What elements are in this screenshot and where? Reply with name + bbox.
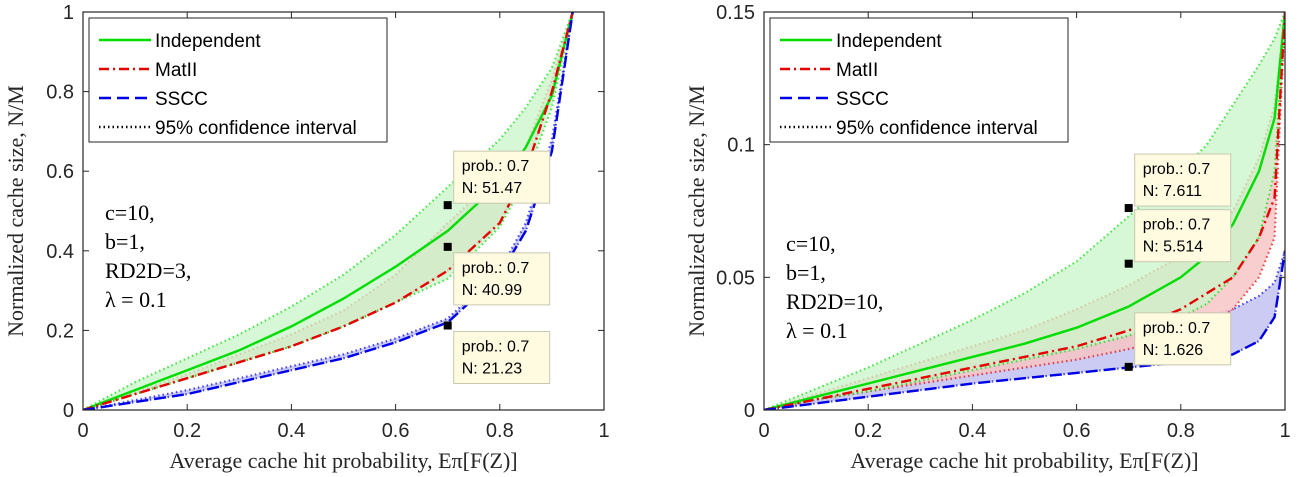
ci-line-independent-high [83, 12, 574, 410]
y-tick-label: 0.05 [716, 267, 755, 289]
annotation-line: RD2D=3, [105, 258, 191, 283]
annotation-line: λ = 0.1 [786, 318, 848, 343]
y-axis-label: Normalized cache size, N/M [3, 85, 28, 337]
legend: Independent MatII SSCC 95% confidence inter… [769, 17, 1069, 143]
x-tick-label: 0.8 [1167, 420, 1195, 442]
y-tick-label: 0.8 [46, 82, 74, 104]
y-tick-label: 0 [63, 400, 74, 422]
datatip-text: N: 5.514 [1143, 239, 1204, 256]
series-line-matii [764, 12, 1285, 410]
datatip-text: prob.: 0.7 [1143, 217, 1211, 234]
parameter-annotation: c=10, b=1, RD2D=3, λ = 0.1 [105, 200, 191, 312]
ci-line-matii-low [764, 12, 1285, 410]
legend-label: MatII [155, 60, 197, 81]
ci-band-independent [764, 12, 1285, 410]
datatip-box [1134, 209, 1232, 263]
datatip-text: prob.: 0.7 [1143, 161, 1211, 178]
y-tick-label: 0 [744, 400, 755, 422]
legend-label: 95% confidence interval [155, 118, 357, 139]
plot-area [83, 12, 574, 410]
datatip[interactable]: prob.: 0.7 N: 5.514 [1124, 209, 1232, 268]
x-tick-label: 0.8 [486, 420, 514, 442]
datatip-marker [443, 242, 452, 251]
datatip-marker [1124, 204, 1133, 213]
x-tick-label: 0.4 [277, 420, 305, 442]
y-tick-label: 0.15 [716, 2, 755, 24]
x-tick-label: 0 [758, 420, 769, 442]
legend-label: Independent [155, 31, 261, 52]
datatip-text: N: 21.23 [462, 361, 523, 378]
annotation-line: b=1, [786, 260, 826, 285]
axes-box [763, 11, 1286, 411]
legend-box [769, 17, 1069, 143]
datatip-box [453, 252, 551, 306]
datatip-marker [443, 201, 452, 210]
x-axis-label: Average cache hit probability, Eπ[F(Z)] [850, 448, 1198, 473]
legend-label: SSCC [836, 89, 889, 110]
legend: Independent MatII SSCC 95% confidence inter… [88, 17, 388, 143]
legend-label: SSCC [155, 89, 208, 110]
legend-label: MatII [836, 60, 878, 81]
datatip-box [453, 150, 551, 204]
chart-panel-2: 0 0.2 0.4 0.6 0.8 1 0 0.05 0.1 0.15 Average cache … [684, 2, 1291, 473]
x-tick-label: 0.6 [382, 420, 410, 442]
datatip-box [453, 331, 551, 385]
datatip[interactable]: prob.: 0.7 N: 21.23 [443, 321, 551, 385]
x-tick-label: 0 [77, 420, 88, 442]
ci-band-independent [83, 12, 573, 410]
ci-line-sscc-high [83, 12, 574, 410]
annotation-line: RD2D=10, [786, 289, 883, 314]
x-axis-label: Average cache hit probability, Eπ[F(Z)] [169, 448, 517, 473]
y-tick-label: 1 [63, 2, 74, 24]
datatip-marker [443, 321, 452, 330]
datatip-text: prob.: 0.7 [462, 158, 530, 175]
datatip-text: N: 7.611 [1143, 183, 1202, 200]
series-line-independent [83, 12, 574, 410]
datatip[interactable]: prob.: 0.7 N: 40.99 [443, 242, 551, 306]
annotation-line: c=10, [105, 200, 155, 225]
x-tick-label: 0.4 [958, 420, 986, 442]
datatip-text: prob.: 0.7 [462, 339, 530, 356]
datatip-marker [1124, 259, 1133, 268]
datatip[interactable]: prob.: 0.7 N: 1.626 [1124, 312, 1232, 371]
series-line-sscc [83, 12, 574, 410]
datatip-box [1134, 312, 1232, 366]
series-line-sscc [764, 250, 1285, 410]
y-tick-label: 0.4 [46, 241, 74, 263]
datatip[interactable]: prob.: 0.7 N: 7.611 [1124, 153, 1232, 213]
y-tick-label: 0.6 [46, 161, 74, 183]
y-tick-label: 0.2 [46, 320, 74, 342]
legend-label: 95% confidence interval [836, 118, 1038, 139]
y-tick-label: 0.1 [727, 135, 755, 157]
annotation-line: b=1, [105, 229, 145, 254]
parameter-annotation: c=10, b=1, RD2D=10, λ = 0.1 [786, 231, 883, 343]
y-axis-label: Normalized cache size, N/M [684, 85, 709, 337]
annotation-line: λ = 0.1 [105, 287, 167, 312]
x-tick-label: 0.2 [173, 420, 201, 442]
legend-label: Independent [836, 31, 942, 52]
datatip-marker [1124, 362, 1133, 371]
datatip-text: N: 51.47 [462, 180, 523, 197]
x-tick-label: 0.2 [854, 420, 882, 442]
datatip-text: prob.: 0.7 [462, 260, 530, 277]
datatip-text: N: 40.99 [462, 282, 523, 299]
datatip-text: prob.: 0.7 [1143, 320, 1211, 337]
x-tick-label: 0.6 [1063, 420, 1091, 442]
annotation-line: c=10, [786, 231, 836, 256]
series-line-independent [764, 12, 1285, 410]
ci-line-sscc-high [764, 250, 1285, 410]
x-tick-label: 1 [1279, 420, 1290, 442]
datatip[interactable]: prob.: 0.7 N: 51.47 [443, 150, 551, 210]
datatip-text: N: 1.626 [1143, 342, 1204, 359]
chart-panel-1: 0 0.2 0.4 0.6 0.8 1 0 0.2 0.4 0.6 0.8 1 Average cach… [3, 2, 610, 473]
legend-box [88, 17, 388, 143]
datatip-box [1134, 153, 1232, 207]
axes-box [82, 11, 605, 411]
x-tick-label: 1 [598, 420, 609, 442]
ci-line-independent-high [764, 12, 1285, 410]
